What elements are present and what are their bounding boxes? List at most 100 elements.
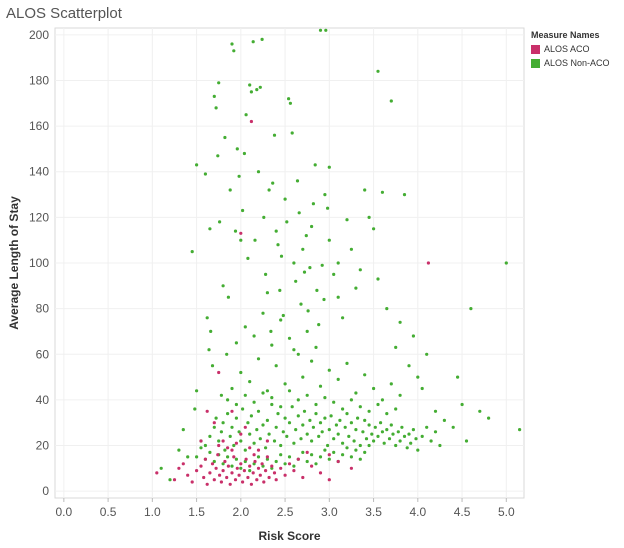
point-non-aco: [420, 386, 424, 391]
point-non-aco: [363, 450, 367, 454]
y-tick-label: 180: [29, 73, 49, 87]
legend-item-non-aco[interactable]: ALOS Non-ACO: [531, 58, 610, 68]
point-non-aco: [363, 373, 367, 377]
point-non-aco: [318, 455, 323, 459]
point-non-aco: [305, 459, 309, 464]
point-aco: [249, 119, 253, 124]
point-non-aco: [380, 190, 384, 194]
point-aco: [172, 478, 177, 482]
point-non-aco: [380, 398, 384, 402]
point-non-aco: [385, 307, 389, 311]
point-non-aco: [318, 384, 323, 388]
point-non-aco: [177, 448, 181, 452]
point-non-aco: [287, 421, 292, 425]
point-aco: [258, 473, 262, 477]
legend-title: Measure Names: [531, 30, 600, 40]
point-non-aco: [329, 414, 333, 418]
point-non-aco: [451, 425, 455, 429]
point-aco: [265, 455, 269, 459]
chart-title: ALOS Scatterplot: [6, 5, 122, 22]
point-non-aco: [487, 416, 491, 420]
point-non-aco: [292, 441, 296, 445]
point-aco: [264, 469, 268, 473]
point-non-aco: [239, 439, 243, 443]
point-non-aco: [387, 437, 392, 441]
point-non-aco: [302, 270, 307, 274]
y-tick-label: 100: [29, 256, 49, 270]
point-non-aco: [267, 188, 271, 192]
point-non-aco: [159, 466, 163, 470]
point-non-aco: [217, 81, 221, 85]
point-non-aco: [349, 421, 353, 425]
point-non-aco: [327, 457, 331, 461]
x-tick-label: 0.5: [100, 505, 117, 519]
point-non-aco: [409, 441, 413, 445]
point-aco: [318, 471, 323, 475]
point-non-aco: [416, 375, 420, 379]
y-tick-label: 120: [29, 210, 49, 224]
point-non-aco: [279, 254, 284, 258]
point-non-aco: [323, 193, 327, 197]
point-non-aco: [246, 256, 250, 260]
point-non-aco: [323, 396, 327, 400]
point-non-aco: [305, 393, 309, 397]
x-tick-label: 1.5: [188, 505, 205, 519]
point-non-aco: [301, 375, 305, 379]
scatter-plot[interactable]: 0.0 0.5 1.0 1.5 2.0 2.5 3.0 3.5 4.0 4.5 5.0 0 20 40 60…: [0, 0, 530, 548]
point-aco: [230, 448, 234, 452]
point-aco: [217, 370, 221, 375]
point-non-aco: [248, 469, 252, 473]
point-non-aco: [400, 425, 404, 429]
point-non-aco: [168, 478, 172, 482]
point-aco: [219, 480, 223, 484]
point-non-aco: [274, 425, 278, 429]
y-tick-label: 200: [29, 28, 49, 42]
point-non-aco: [290, 405, 294, 409]
point-aco: [274, 478, 278, 482]
point-non-aco: [283, 197, 287, 201]
point-non-aco: [354, 428, 358, 432]
point-non-aco: [239, 466, 243, 470]
point-non-aco: [299, 437, 303, 441]
point-non-aco: [504, 261, 508, 265]
point-aco: [205, 409, 209, 413]
point-non-aco: [460, 402, 464, 407]
point-aco: [242, 469, 246, 473]
point-non-aco: [311, 202, 315, 206]
point-non-aco: [332, 400, 336, 404]
point-non-aco: [283, 462, 287, 466]
point-aco: [248, 446, 252, 450]
point-non-aco: [217, 439, 221, 443]
point-non-aco: [283, 382, 287, 386]
point-aco: [260, 462, 264, 466]
point-non-aco: [234, 416, 238, 420]
point-non-aco: [301, 423, 305, 427]
point-non-aco: [310, 224, 314, 229]
point-non-aco: [186, 455, 190, 459]
point-non-aco: [248, 380, 252, 384]
point-non-aco: [336, 261, 340, 265]
point-non-aco: [407, 432, 411, 436]
y-tick-label: 160: [29, 119, 49, 133]
point-non-aco: [214, 106, 218, 110]
point-non-aco: [379, 421, 383, 425]
point-non-aco: [234, 341, 238, 345]
point-non-aco: [398, 439, 402, 443]
point-non-aco: [294, 428, 298, 432]
point-non-aco: [356, 416, 360, 420]
legend-item-aco[interactable]: ALOS ACO: [531, 44, 610, 54]
point-non-aco: [269, 329, 273, 333]
point-non-aco: [349, 455, 353, 459]
point-aco: [251, 471, 255, 475]
point-non-aco: [241, 407, 245, 411]
point-non-aco: [292, 261, 296, 265]
point-non-aco: [363, 418, 367, 422]
point-non-aco: [402, 193, 407, 197]
point-aco: [214, 466, 218, 470]
point-non-aco: [301, 450, 305, 454]
point-non-aco: [358, 443, 362, 448]
point-non-aco: [226, 412, 230, 416]
point-non-aco: [230, 386, 234, 391]
point-non-aco: [267, 432, 271, 436]
point-non-aco: [349, 398, 353, 402]
